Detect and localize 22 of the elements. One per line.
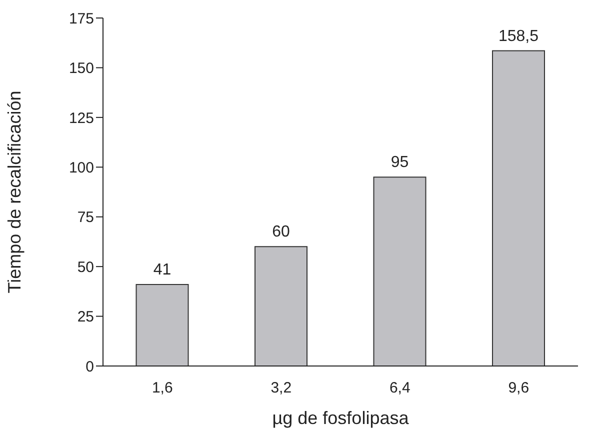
data-label: 41 bbox=[153, 261, 172, 278]
x-tick-label: 6,4 bbox=[389, 380, 410, 397]
y-axis-title: Tiempo de recalcificación bbox=[4, 90, 24, 294]
x-tick-label: 9,6 bbox=[508, 380, 530, 397]
y-tick-label: 50 bbox=[77, 258, 94, 276]
data-label: 158,5 bbox=[498, 28, 539, 45]
y-tick-label: 100 bbox=[68, 159, 94, 176]
bar bbox=[492, 50, 545, 366]
bar bbox=[136, 284, 189, 366]
y-tick-label: 25 bbox=[77, 308, 94, 326]
x-tick-label: 1,6 bbox=[152, 380, 173, 397]
data-label: 60 bbox=[272, 224, 290, 241]
y-tick-label: 175 bbox=[68, 10, 94, 28]
y-tick-label: 125 bbox=[68, 110, 94, 127]
bar bbox=[373, 176, 426, 366]
data-label: 95 bbox=[390, 154, 409, 172]
y-tick-label: 75 bbox=[77, 209, 94, 226]
y-tick-label: 150 bbox=[68, 60, 94, 78]
x-axis-title: µg de fosfolipasa bbox=[272, 408, 410, 428]
x-tick-label: 3,2 bbox=[270, 380, 292, 397]
bar bbox=[254, 246, 308, 366]
y-tick-label: 0 bbox=[86, 358, 94, 376]
